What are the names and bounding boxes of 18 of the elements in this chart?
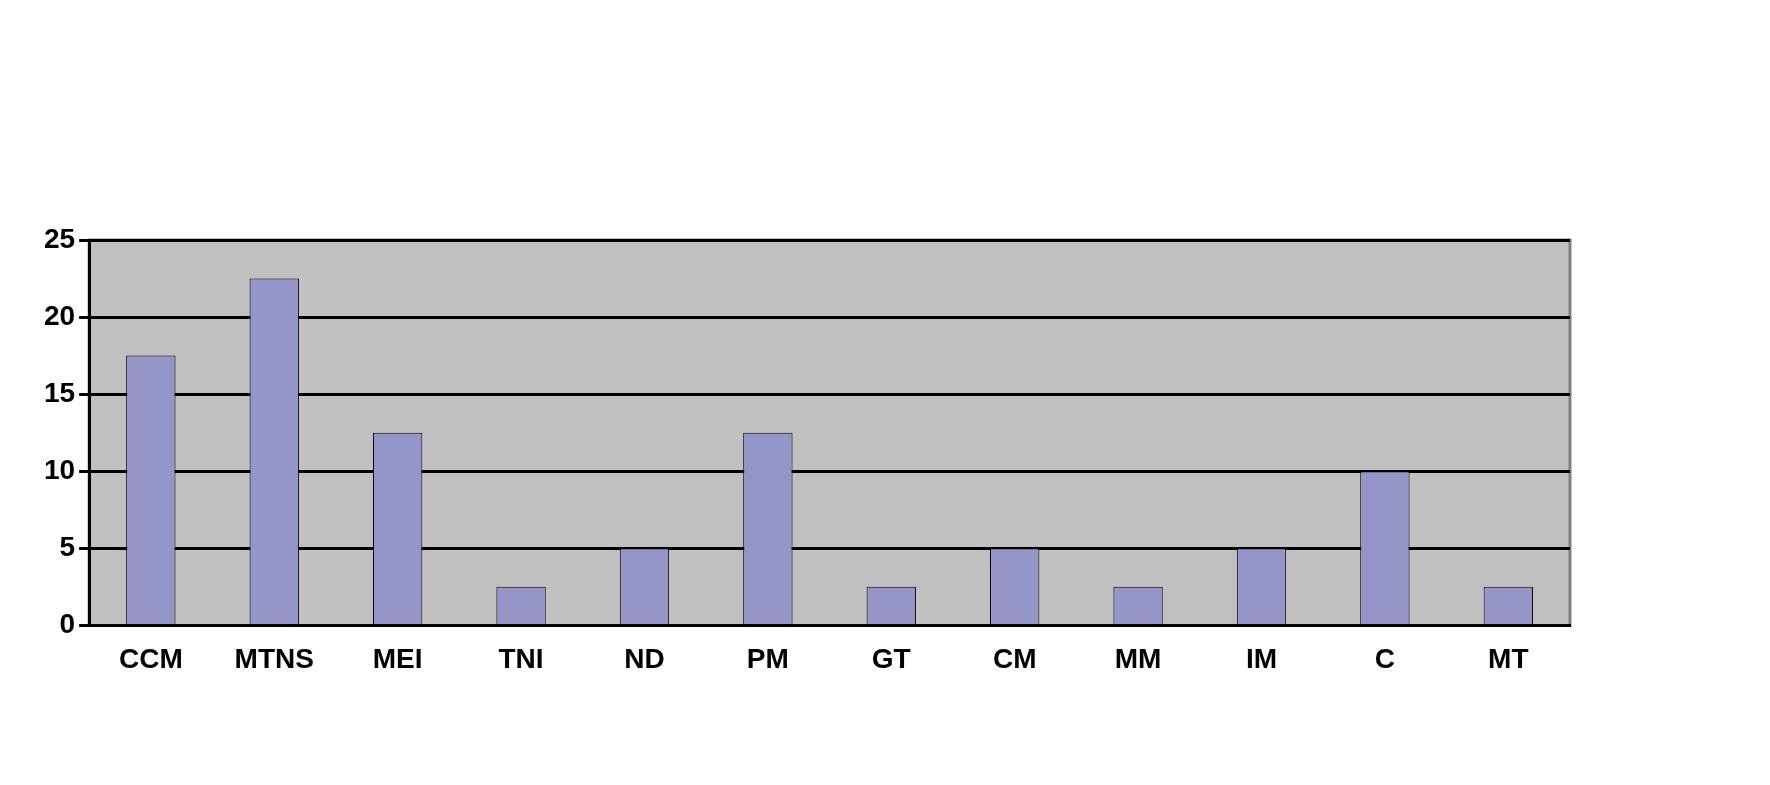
y-tick-label: 15 — [43, 376, 76, 408]
x-tick-label: TNI — [498, 642, 544, 674]
x-tick-label: C — [1374, 642, 1396, 674]
y-tick-label: 0 — [59, 608, 76, 640]
x-tick-label: MT — [1488, 642, 1529, 674]
x-tick-label: PM — [746, 642, 789, 674]
x-tick-label: CCM — [118, 642, 183, 674]
x-tick-label: ND — [624, 642, 665, 674]
y-tick-label: 20 — [43, 299, 76, 331]
y-tick-label: 25 — [43, 222, 76, 254]
x-tick-label: GT — [871, 642, 911, 674]
x-tick-label: MTNS — [234, 642, 314, 674]
y-tick-label: 10 — [43, 453, 76, 485]
x-tick-label: MEI — [372, 642, 423, 674]
y-tick-label: 5 — [59, 531, 76, 563]
x-tick-label: IM — [1245, 642, 1278, 674]
x-tick-label: CM — [992, 642, 1037, 674]
x-tick-label: MM — [1114, 642, 1162, 674]
